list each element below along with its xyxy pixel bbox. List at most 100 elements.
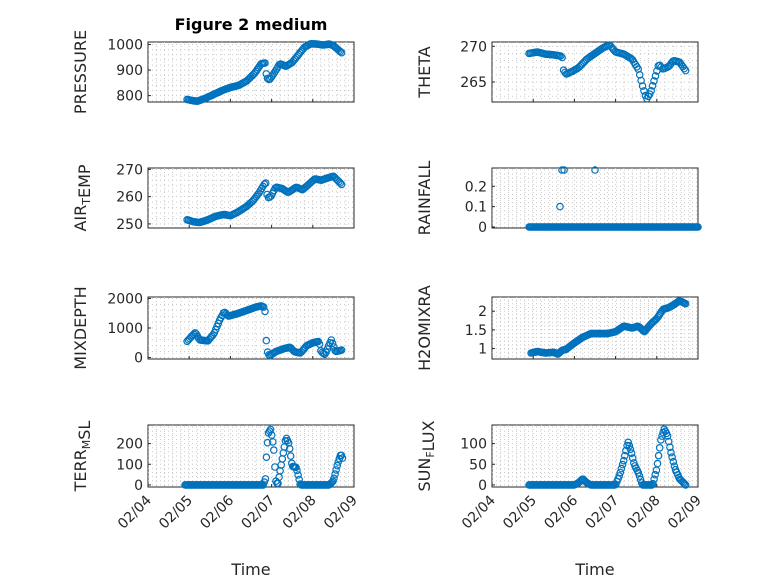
y-tick-label: 0: [134, 351, 143, 367]
y-tick-label: 265: [460, 75, 487, 91]
y-tick-label: 0.1: [465, 200, 487, 216]
series-markers: [525, 425, 690, 489]
data-point: [694, 223, 702, 231]
data-point: [626, 445, 635, 454]
subplot-pressure: 800 900 1000 PRESSURE: [71, 30, 355, 114]
subplot-h2omixra: 1 1.5 2 H2OMIXRA: [415, 285, 699, 371]
data-point: [328, 478, 336, 487]
data-point: [680, 64, 689, 73]
data-point: [260, 478, 269, 486]
data-point: [654, 451, 663, 460]
data-point: [332, 466, 340, 474]
data-point: [334, 458, 343, 466]
x-tick-label: 02/06: [541, 492, 581, 532]
data-point: [286, 452, 295, 460]
y-tick-label: 1.5: [465, 323, 487, 339]
data-point: [649, 479, 657, 488]
y-tick-label: 900: [116, 63, 143, 79]
data-point: [628, 454, 637, 462]
y-tick-label: 250: [116, 217, 143, 233]
axes-frame: [147, 424, 355, 488]
data-point: [338, 454, 347, 462]
data-point: [681, 66, 690, 75]
data-point: [262, 453, 271, 462]
y-tick-label: 200: [116, 437, 143, 453]
data-point: [618, 460, 627, 469]
y-axis-label: THETA: [415, 46, 434, 98]
subplot-sun_flux: 0 50 100 02/04 02/05 02/06 02/07 02/08 02/09 SUNF…: [415, 420, 705, 532]
y-tick-label: 0: [134, 478, 143, 494]
data-point: [268, 438, 277, 446]
x-tick-label: 02/09: [665, 493, 705, 533]
y-axis-label: RAINFALL: [415, 161, 434, 236]
x-tick-label: 02/04: [115, 492, 155, 532]
data-point: [615, 472, 624, 480]
y-tick-label: 1000: [107, 321, 143, 337]
data-point: [189, 330, 198, 339]
x-tick-label: 02/09: [321, 493, 361, 533]
y-tick-label: 0.2: [465, 179, 487, 195]
x-tick-label: 02/06: [197, 492, 237, 532]
data-point: [647, 87, 656, 95]
x-tick-label: 02/05: [156, 493, 196, 533]
data-point: [558, 53, 566, 62]
data-point: [323, 345, 332, 353]
data-point: [269, 446, 278, 454]
data-point: [680, 479, 689, 488]
series-markers: [183, 39, 346, 106]
data-point: [663, 432, 672, 440]
y-axis-label: PRESSURE: [71, 30, 90, 114]
data-point: [331, 470, 339, 478]
data-point: [635, 472, 644, 480]
data-point: [330, 474, 338, 483]
y-tick-label: 800: [116, 89, 143, 105]
data-point: [285, 444, 294, 453]
series-markers: [183, 172, 346, 227]
data-point: [260, 180, 269, 189]
data-point: [263, 438, 272, 447]
data-point: [655, 443, 664, 452]
data-point: [261, 59, 269, 67]
data-point: [294, 471, 302, 479]
series-markers: [181, 425, 347, 489]
data-point: [668, 453, 676, 461]
y-axis-label: AIRTEMP: [71, 164, 94, 231]
data-point: [261, 475, 270, 483]
x-tick-label: 02/05: [500, 493, 540, 533]
data-point: [292, 463, 300, 472]
series-markers: [525, 41, 690, 103]
data-point: [666, 443, 674, 452]
data-point: [591, 166, 599, 174]
xlabel-left: Time: [230, 560, 270, 579]
y-axis-label: TERRMSL: [71, 421, 94, 493]
y-tick-label: 270: [460, 39, 487, 55]
data-point: [616, 468, 625, 477]
data-point: [648, 82, 657, 90]
subplot-terr_msl: 0 100 200 02/04 02/05 02/06 02/07 02/08 02/09 TER…: [71, 421, 361, 533]
series-markers: [183, 302, 346, 360]
x-tick-label: 02/08: [280, 493, 320, 533]
xlabel-right: Time: [574, 560, 614, 579]
data-point: [261, 179, 270, 187]
data-point: [259, 303, 268, 311]
data-point: [669, 457, 678, 466]
data-point: [640, 87, 648, 95]
data-point: [653, 459, 662, 468]
y-tick-label: 270: [116, 162, 143, 178]
figure-title: Figure 2 medium: [175, 15, 328, 34]
y-tick-label: 50: [469, 457, 487, 473]
x-tick-label: 02/07: [239, 493, 279, 533]
subplot-theta: 265 270 THETA: [415, 39, 699, 103]
data-point: [625, 441, 634, 450]
data-point: [627, 449, 636, 458]
data-point: [262, 336, 271, 345]
subplot-air_temp: 250 260 270 AIRTEMP: [71, 162, 355, 233]
data-point: [556, 52, 565, 60]
y-tick-label: 100: [116, 457, 143, 473]
series-markers: [527, 297, 690, 358]
axes-frame: [491, 167, 699, 229]
y-axis-label: H2OMIXRA: [415, 285, 434, 371]
data-point: [620, 451, 629, 460]
data-point: [336, 179, 345, 187]
